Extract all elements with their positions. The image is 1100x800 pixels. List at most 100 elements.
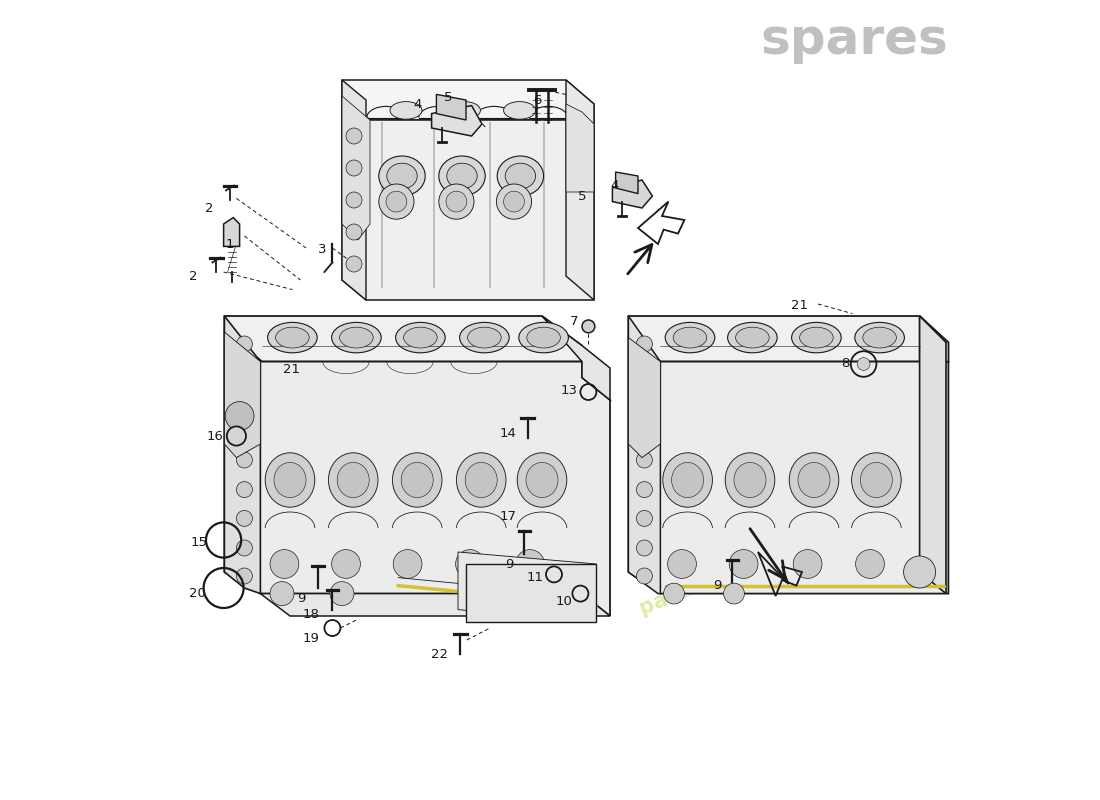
Polygon shape [431,106,482,136]
Circle shape [516,550,544,578]
Circle shape [504,191,525,212]
Ellipse shape [792,322,842,353]
Circle shape [582,320,595,333]
Circle shape [637,394,652,410]
Ellipse shape [789,453,839,507]
Circle shape [378,184,414,219]
Ellipse shape [666,322,715,353]
Circle shape [331,550,361,578]
Circle shape [857,358,870,370]
Circle shape [236,540,252,556]
Text: 9: 9 [714,579,722,592]
Ellipse shape [387,163,417,189]
Ellipse shape [672,462,704,498]
Circle shape [856,550,884,578]
Circle shape [668,550,696,578]
Ellipse shape [855,322,904,353]
Circle shape [663,583,684,604]
Circle shape [637,422,652,438]
Circle shape [236,364,252,380]
Ellipse shape [456,453,506,507]
Circle shape [346,160,362,176]
Circle shape [729,550,758,578]
Ellipse shape [439,156,485,196]
Polygon shape [920,316,948,362]
Ellipse shape [862,327,896,348]
Ellipse shape [460,322,509,353]
Polygon shape [342,80,366,300]
Polygon shape [224,332,261,458]
Ellipse shape [331,322,382,353]
Circle shape [236,336,252,352]
Polygon shape [466,564,596,622]
Polygon shape [224,332,610,616]
Circle shape [637,452,652,468]
Circle shape [903,556,936,588]
Text: 1: 1 [226,238,234,250]
Polygon shape [223,218,240,246]
Circle shape [637,568,652,584]
Polygon shape [458,552,596,622]
Ellipse shape [390,102,422,119]
Ellipse shape [663,453,713,507]
Circle shape [226,402,254,430]
Polygon shape [613,180,652,208]
Polygon shape [437,94,466,120]
Circle shape [346,224,362,240]
Polygon shape [224,316,261,594]
Ellipse shape [402,462,433,498]
Text: 15: 15 [190,536,208,549]
Text: 10: 10 [556,595,572,608]
Ellipse shape [527,327,560,348]
Polygon shape [628,338,660,458]
Text: 7: 7 [570,315,578,328]
Ellipse shape [267,322,317,353]
Circle shape [346,192,362,208]
Text: 14: 14 [499,427,516,440]
Text: 21: 21 [791,299,807,312]
Text: 6: 6 [534,94,542,106]
Polygon shape [261,594,610,616]
Ellipse shape [505,163,536,189]
Circle shape [236,422,252,438]
Text: 11: 11 [527,571,543,584]
Polygon shape [342,96,594,300]
Ellipse shape [526,462,558,498]
Circle shape [637,482,652,498]
Circle shape [330,582,354,606]
Text: 8: 8 [842,358,850,370]
Circle shape [439,184,474,219]
Text: 4: 4 [610,179,618,192]
Ellipse shape [396,322,446,353]
Circle shape [270,550,299,578]
Polygon shape [628,316,660,594]
Ellipse shape [497,156,543,196]
Polygon shape [628,338,948,594]
Ellipse shape [517,453,566,507]
Ellipse shape [504,102,536,119]
Text: 17: 17 [499,510,516,522]
Polygon shape [628,316,948,362]
Ellipse shape [276,327,309,348]
Ellipse shape [274,462,306,498]
Text: 9: 9 [298,592,306,605]
Circle shape [496,184,531,219]
Ellipse shape [329,453,378,507]
Polygon shape [920,316,946,594]
Text: 20: 20 [189,587,206,600]
Ellipse shape [736,327,769,348]
Circle shape [393,550,422,578]
Text: 13: 13 [561,384,578,397]
Circle shape [446,191,466,212]
Circle shape [637,510,652,526]
Ellipse shape [449,102,481,119]
Circle shape [346,128,362,144]
Circle shape [455,550,484,578]
Ellipse shape [468,327,502,348]
Polygon shape [566,104,594,192]
Ellipse shape [265,453,315,507]
Polygon shape [616,172,638,194]
Text: 5: 5 [578,190,586,202]
Ellipse shape [447,163,477,189]
Ellipse shape [465,462,497,498]
